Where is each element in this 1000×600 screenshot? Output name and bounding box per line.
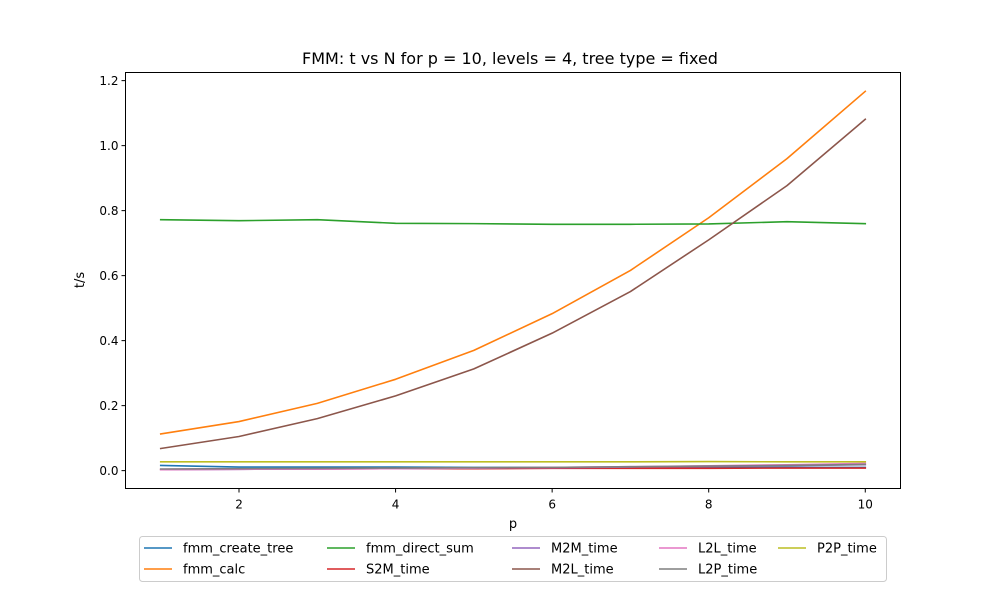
y-tick-label: 0.2 [99,399,118,413]
legend-label: L2P_time [698,563,757,578]
legend-label: fmm_create_tree [183,542,293,557]
legend-label: fmm_direct_sum [366,542,474,557]
y-tick-label: 0.4 [99,334,118,348]
y-tick-label: 1.0 [99,139,118,153]
chart-title: FMM: t vs N for p = 10, levels = 4, tree… [302,49,718,68]
y-tick-label: 1.2 [99,74,118,88]
x-tick-label: 2 [235,498,243,512]
series-line-5 [159,118,867,450]
plot-area [159,90,867,471]
series-line-2 [159,218,867,226]
legend-frame [139,536,887,582]
legend-label: fmm_calc [183,563,245,578]
y-tick-label: 0.0 [99,464,118,478]
series-line-1 [159,90,867,435]
legend-label: M2L_time [551,563,614,578]
y-tick-label: 0.6 [99,269,118,283]
series-line-7 [159,463,867,470]
x-tick-label: 10 [858,498,873,512]
x-axis-ticks: 2 4 6 8 10 [235,488,873,512]
legend-label: S2M_time [366,563,430,578]
plot-frame [125,72,901,489]
legend-label: L2L_time [698,542,757,557]
y-axis-label: t/s [73,272,88,288]
x-tick-label: 8 [705,498,713,512]
legend: fmm_create_tree fmm_calc fmm_direct_sum S2M… [139,536,887,582]
y-tick-label: 0.8 [99,204,118,218]
y-axis-ticks: 0.0 0.2 0.4 0.6 0.8 1.0 1.2 [99,74,126,478]
x-tick-label: 6 [548,498,556,512]
legend-label: P2P_time [817,542,877,557]
legend-label: M2M_time [551,542,618,557]
x-tick-label: 4 [392,498,400,512]
x-axis-label: p [509,517,517,532]
